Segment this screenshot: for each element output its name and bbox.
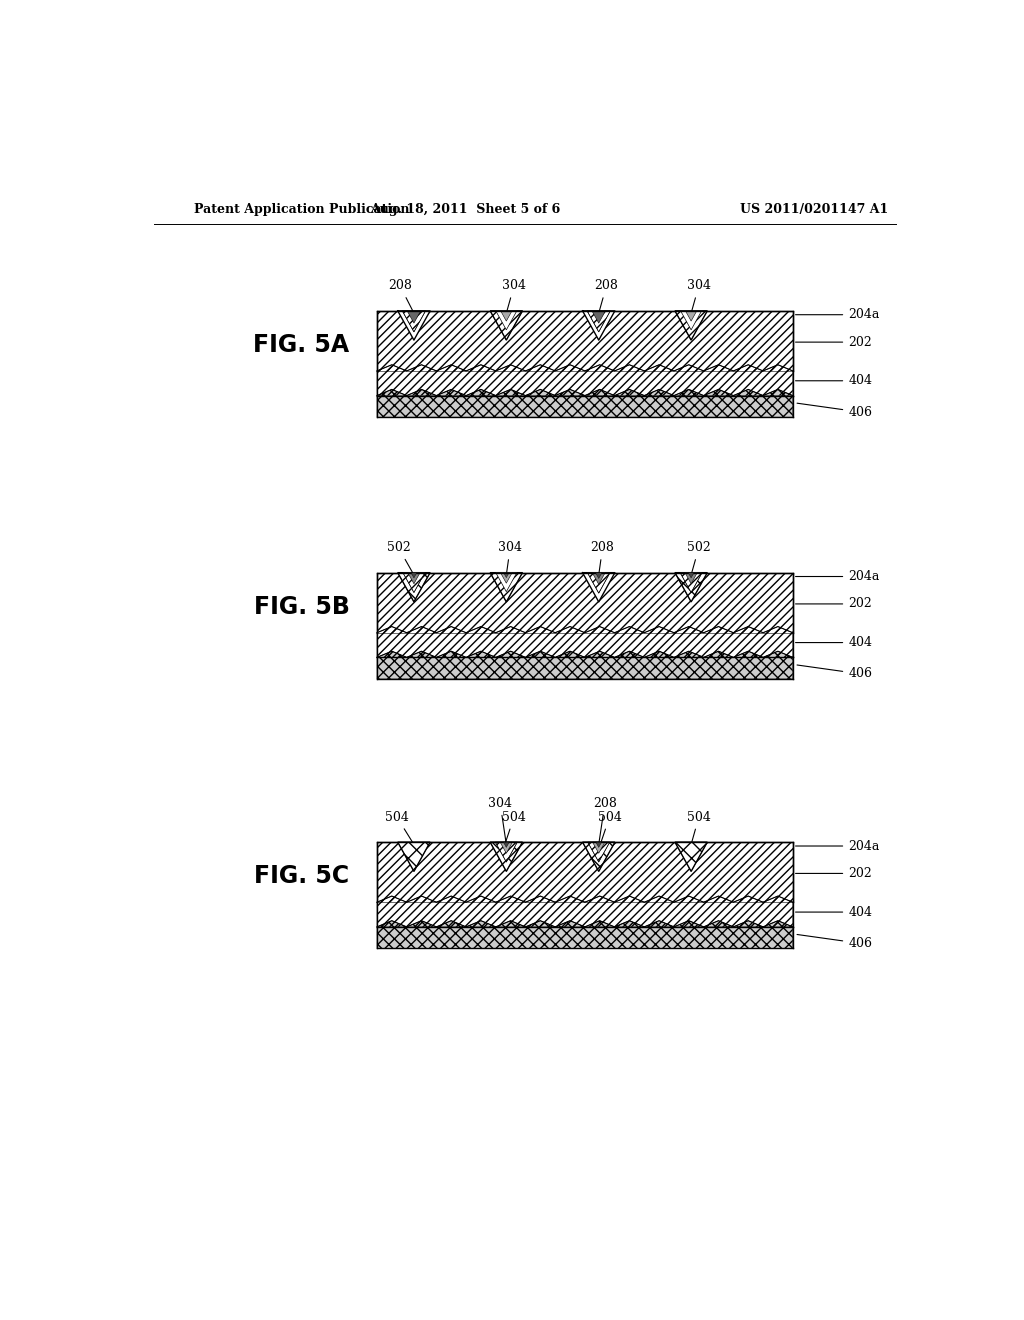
Polygon shape: [377, 364, 793, 396]
Text: 304: 304: [687, 280, 711, 310]
Text: 504: 504: [687, 810, 711, 842]
Text: 502: 502: [687, 541, 711, 573]
Text: 304: 304: [498, 541, 522, 572]
Polygon shape: [675, 573, 708, 602]
Polygon shape: [587, 312, 610, 331]
Text: 406: 406: [797, 403, 872, 418]
Text: 208: 208: [593, 797, 616, 842]
Bar: [377, 312, 793, 371]
Text: FIG. 5A: FIG. 5A: [253, 333, 349, 356]
Polygon shape: [675, 312, 708, 341]
Text: 404: 404: [796, 375, 872, 387]
Polygon shape: [675, 842, 708, 871]
Text: 208: 208: [388, 280, 413, 310]
Polygon shape: [496, 573, 517, 591]
Text: 406: 406: [797, 935, 872, 950]
Bar: [377, 573, 793, 632]
Text: 208: 208: [595, 280, 618, 310]
Polygon shape: [680, 573, 702, 593]
Polygon shape: [377, 389, 793, 417]
Polygon shape: [583, 312, 614, 341]
Text: 404: 404: [796, 906, 872, 919]
Text: FIG. 5C: FIG. 5C: [254, 865, 349, 888]
Text: 504: 504: [502, 810, 526, 842]
Polygon shape: [583, 842, 614, 871]
Polygon shape: [490, 312, 522, 341]
Bar: [377, 573, 793, 632]
Polygon shape: [583, 573, 614, 602]
Polygon shape: [583, 842, 614, 871]
Polygon shape: [588, 573, 610, 593]
Polygon shape: [504, 573, 509, 578]
Polygon shape: [504, 842, 509, 847]
Polygon shape: [408, 573, 420, 583]
Polygon shape: [490, 312, 522, 341]
Text: 502: 502: [387, 541, 413, 573]
Text: 208: 208: [591, 541, 614, 572]
Polygon shape: [490, 573, 522, 602]
Polygon shape: [377, 651, 793, 678]
Polygon shape: [402, 312, 426, 331]
Text: FIG. 5B: FIG. 5B: [254, 594, 349, 619]
Polygon shape: [397, 573, 430, 602]
Bar: [377, 842, 793, 903]
Polygon shape: [593, 842, 605, 853]
Text: Aug. 18, 2011  Sheet 5 of 6: Aug. 18, 2011 Sheet 5 of 6: [371, 203, 560, 215]
Polygon shape: [496, 842, 517, 862]
Text: 204a: 204a: [796, 570, 880, 583]
Polygon shape: [397, 312, 430, 341]
Polygon shape: [411, 573, 417, 578]
Text: 406: 406: [797, 665, 872, 680]
Polygon shape: [377, 896, 793, 927]
Polygon shape: [688, 573, 694, 578]
Polygon shape: [675, 312, 708, 341]
Text: 504: 504: [385, 810, 413, 842]
Text: 204a: 204a: [796, 840, 880, 853]
Polygon shape: [408, 312, 421, 323]
Text: 404: 404: [796, 636, 872, 649]
Polygon shape: [490, 842, 522, 871]
Bar: [377, 312, 793, 371]
Polygon shape: [397, 842, 430, 871]
Polygon shape: [397, 842, 430, 871]
Polygon shape: [592, 573, 605, 585]
Text: 304: 304: [488, 797, 512, 842]
Text: Patent Application Publication: Patent Application Publication: [194, 203, 410, 215]
Text: 504: 504: [598, 810, 622, 842]
Polygon shape: [397, 573, 430, 602]
Text: 204a: 204a: [796, 308, 880, 321]
Polygon shape: [596, 573, 602, 578]
Text: 202: 202: [796, 335, 872, 348]
Polygon shape: [685, 312, 696, 321]
Polygon shape: [596, 842, 602, 847]
Polygon shape: [377, 627, 793, 657]
Polygon shape: [501, 573, 512, 583]
Polygon shape: [402, 573, 425, 593]
Bar: [377, 842, 793, 903]
Polygon shape: [592, 312, 605, 323]
Polygon shape: [377, 921, 793, 949]
Polygon shape: [681, 312, 701, 330]
Polygon shape: [490, 573, 522, 602]
Polygon shape: [501, 312, 512, 321]
Polygon shape: [490, 842, 522, 871]
Text: 202: 202: [796, 867, 872, 880]
Polygon shape: [496, 312, 517, 330]
Text: US 2011/0201147 A1: US 2011/0201147 A1: [740, 203, 889, 215]
Text: 304: 304: [502, 280, 526, 310]
Text: 202: 202: [796, 598, 872, 610]
Polygon shape: [588, 842, 609, 862]
Polygon shape: [685, 573, 697, 583]
Polygon shape: [675, 842, 708, 871]
Polygon shape: [500, 842, 512, 853]
Polygon shape: [675, 573, 708, 602]
